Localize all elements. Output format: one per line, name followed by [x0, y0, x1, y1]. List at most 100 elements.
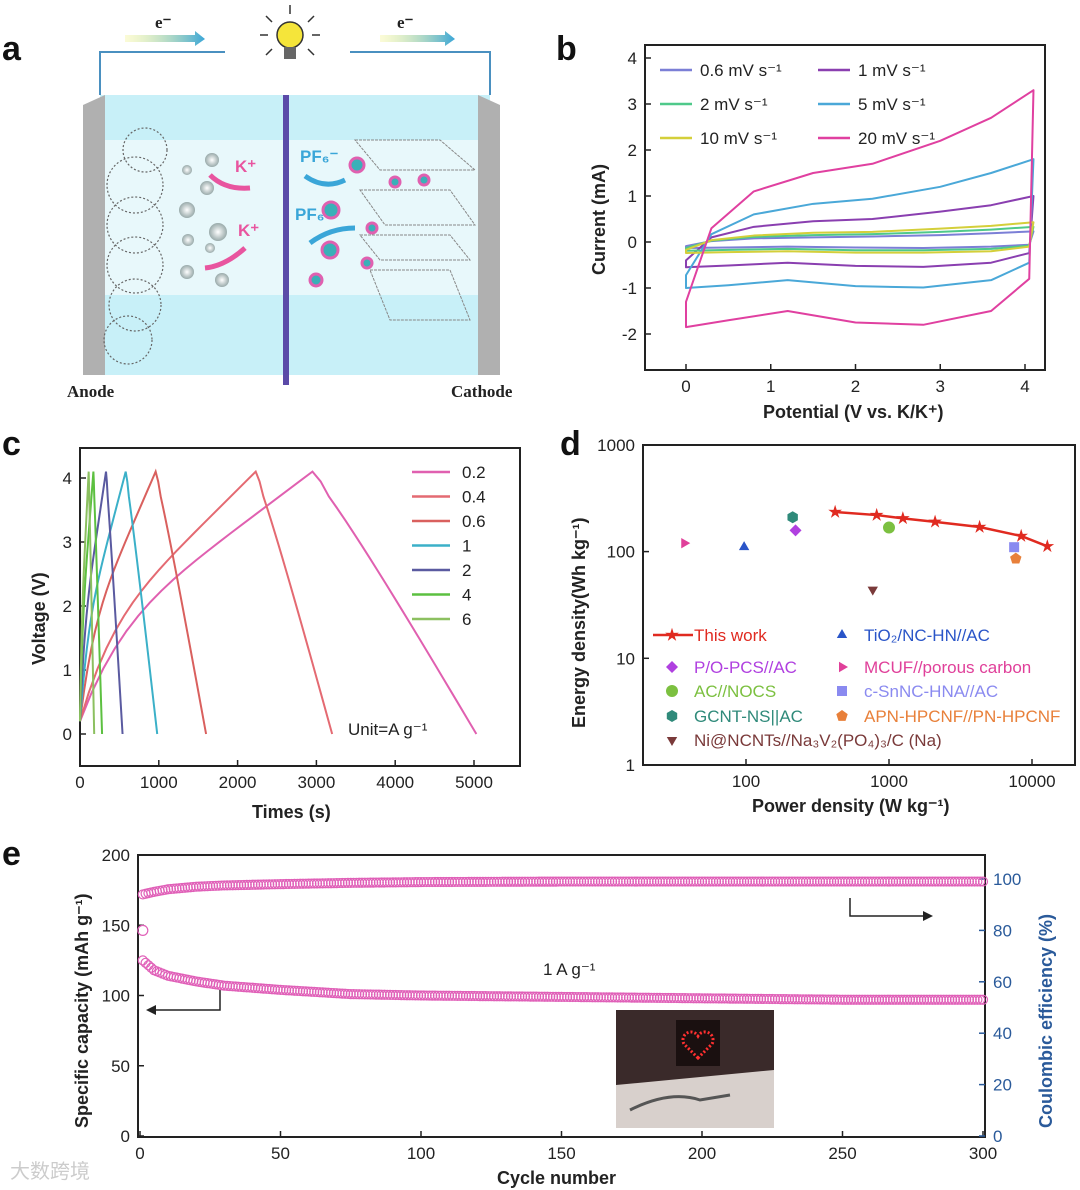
data-marker: [839, 661, 848, 673]
legend-label: 1: [462, 537, 471, 556]
k-ion-arrow: [204, 246, 247, 271]
y-tick-label: 80: [993, 921, 1012, 940]
efficiency-point: [975, 876, 986, 887]
y-axis-label: Energy density(Wh kg⁻¹): [569, 517, 589, 728]
data-marker: [837, 686, 847, 696]
capacity-point: [972, 994, 983, 1005]
y-axis-label-right: Coulombic efficiency (%): [1036, 914, 1056, 1128]
y-tick-label: 1: [626, 756, 635, 775]
y-tick-label: 0: [628, 233, 637, 252]
wire-right: [350, 51, 491, 95]
data-marker: [1010, 552, 1022, 564]
panel-label-a: a: [2, 30, 22, 68]
cv-curve: [685, 89, 1035, 329]
y-tick-label: -1: [622, 279, 637, 298]
plot-frame: [79, 447, 521, 767]
y-tick-label: 200: [102, 846, 130, 865]
wire-left: [99, 51, 225, 95]
y-tick-label: 0: [993, 1127, 1002, 1146]
watermark: 大数跨境: [10, 1160, 90, 1183]
capacity-point: [137, 955, 148, 966]
x-tick-label: 0: [681, 377, 690, 396]
legend-label: 1 mV s⁻¹: [858, 61, 926, 80]
device-photo-inset: [616, 1010, 774, 1128]
data-marker: [1009, 542, 1020, 553]
legend-label: P/O-PCS//AC: [694, 658, 797, 677]
y-tick-label: 2: [628, 141, 637, 160]
x-tick-label: 1000: [140, 773, 178, 792]
legend-label: 0.4: [462, 488, 486, 507]
y-tick-label: 1: [628, 187, 637, 206]
data-marker: [836, 629, 848, 638]
panel-label-c: c: [2, 425, 21, 463]
y-tick-label: 40: [993, 1024, 1012, 1043]
data-marker: [666, 710, 678, 722]
gcd-chart: Times (s) Voltage (V) Unit=A g⁻¹ 0 1000 20…: [29, 447, 521, 822]
legend-label: Ni@NCNTs//Na₃V₂(PO₄)₃/C (Na): [694, 731, 942, 750]
y-tick-label: 1000: [597, 436, 635, 455]
x-tick-label: 2000: [219, 773, 257, 792]
electron-label-right: e⁻: [397, 13, 414, 32]
panel-label-d: d: [560, 425, 581, 463]
x-tick-label: 150: [547, 1144, 575, 1163]
legend-label: 0.6 mV s⁻¹: [700, 61, 782, 80]
panel-label-e: e: [2, 835, 21, 873]
legend-label: 2 mV s⁻¹: [700, 95, 768, 114]
y-tick-label: 3: [628, 95, 637, 114]
capacity-point: [975, 994, 986, 1005]
y-tick-label: 100: [993, 870, 1021, 889]
legend-label: MCUF//porous carbon: [864, 658, 1031, 677]
y-tick-label: 4: [628, 49, 637, 68]
y-tick-label: 1: [63, 661, 72, 680]
legend-label: 5 mV s⁻¹: [858, 95, 926, 114]
pf6-ions: [308, 156, 431, 288]
electron-arrow-left: [125, 31, 205, 46]
series-line: [835, 510, 1048, 548]
x-tick-label: 100: [407, 1144, 435, 1163]
cathode-label: Cathode: [451, 382, 513, 401]
x-tick-label: 1: [766, 377, 775, 396]
light-bulb-icon: [260, 5, 320, 59]
data-marker: [738, 541, 750, 551]
legend-label: 0.6: [462, 512, 486, 531]
y-tick-label: 0: [121, 1127, 130, 1146]
legend-label: GCNT-NS||AC: [694, 707, 803, 726]
carbon-nanospheres: [103, 127, 168, 365]
gcd-curve: [79, 469, 334, 735]
x-tick-label: 4: [1020, 377, 1029, 396]
data-marker: [1014, 528, 1029, 542]
y-tick-label: 3: [63, 533, 72, 552]
electron-arrow-right: [380, 31, 455, 46]
x-tick-label: 10000: [1008, 772, 1055, 791]
panel-label-b: b: [556, 30, 577, 68]
legend-label: c-SnNC-HNA//AC: [864, 682, 998, 701]
x-tick-label: 5000: [455, 773, 493, 792]
x-tick-label: 0: [75, 773, 84, 792]
pf6-label: PF₆⁻: [300, 147, 338, 166]
y-tick-label: 50: [111, 1057, 130, 1076]
right-axis-arrow: [849, 898, 925, 917]
data-marker: [665, 627, 679, 641]
x-tick-label: 300: [969, 1144, 997, 1163]
legend-label: 2: [462, 561, 471, 580]
efficiency-point: [137, 924, 149, 937]
cv-curve: [685, 158, 1035, 289]
y-tick-label: 150: [102, 916, 130, 935]
x-tick-label: 200: [688, 1144, 716, 1163]
capacity-point: [977, 994, 989, 1005]
x-tick-label: 4000: [376, 773, 414, 792]
legend-label: 20 mV s⁻¹: [858, 129, 935, 148]
efficiency-point: [972, 876, 983, 887]
data-marker: [681, 537, 691, 549]
data-marker: [666, 661, 678, 673]
cv-chart: Potential (V vs. K/K⁺) Current (mA) 0 1 2 3…: [589, 44, 1046, 422]
data-marker: [869, 507, 884, 521]
y-axis-label-left: Specific capacity (mAh g⁻¹): [72, 893, 92, 1128]
k-ion-label: K⁺: [235, 157, 256, 176]
data-marker: [836, 710, 848, 721]
k-ion-label: K⁺: [238, 221, 259, 240]
legend-label: 6: [462, 610, 471, 629]
data-marker: [789, 524, 802, 537]
data-marker: [828, 504, 842, 518]
